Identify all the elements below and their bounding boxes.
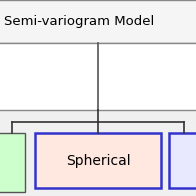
FancyBboxPatch shape [0,43,196,110]
FancyBboxPatch shape [0,0,196,43]
FancyBboxPatch shape [35,133,161,188]
Text: Spherical: Spherical [66,154,130,168]
FancyBboxPatch shape [0,133,25,192]
FancyBboxPatch shape [169,133,196,188]
Text: Semi-variogram Model: Semi-variogram Model [4,15,154,28]
